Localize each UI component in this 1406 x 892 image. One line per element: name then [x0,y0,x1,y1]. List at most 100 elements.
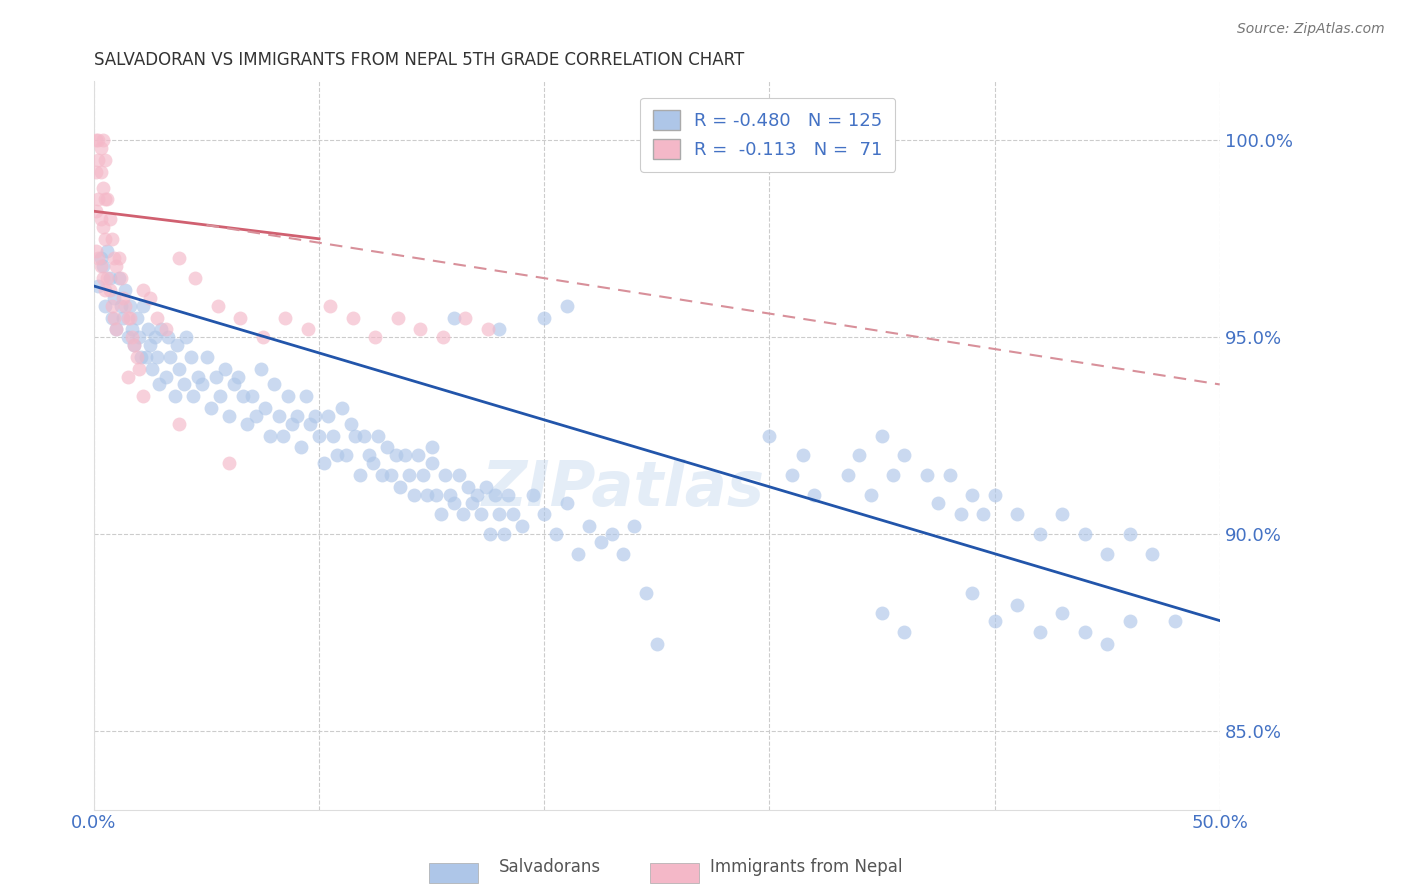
Point [544,527,567,541]
Point [1050,508,1073,522]
Point [229,310,252,325]
Point [218,409,240,423]
Point [110,271,132,285]
Point [91,133,114,147]
Point [488,322,510,336]
Point [294,389,316,403]
Point [91,271,114,285]
Point [406,448,429,462]
Point [226,369,249,384]
Point [330,401,353,415]
Point [132,389,155,403]
Point [394,448,416,462]
Point [357,448,380,462]
Point [425,488,447,502]
Point [457,480,479,494]
Point [409,322,432,336]
Point [589,534,612,549]
Point [101,299,124,313]
Text: SALVADORAN VS IMMIGRANTS FROM NEPAL 5TH GRADE CORRELATION CHART: SALVADORAN VS IMMIGRANTS FROM NEPAL 5TH … [94,51,744,69]
Point [181,389,204,403]
Point [1028,625,1050,640]
Point [322,428,344,442]
Point [312,456,335,470]
Point [938,467,960,482]
Point [155,369,177,384]
Point [983,614,1005,628]
Point [101,310,124,325]
Point [1028,527,1050,541]
Legend: R = -0.480   N = 125, R =  -0.113   N =  71: R = -0.480 N = 125, R = -0.113 N = 71 [640,97,896,172]
Point [470,508,492,522]
Point [222,377,245,392]
Point [87,279,110,293]
Point [245,409,267,423]
Point [121,322,143,336]
Point [101,232,124,246]
Point [1005,598,1028,612]
Point [103,291,125,305]
Point [96,193,118,207]
Point [281,417,304,431]
Point [522,488,544,502]
Point [118,310,141,325]
Text: Salvadorans: Salvadorans [499,858,602,876]
Point [208,389,231,403]
Point [432,330,454,344]
Point [94,283,117,297]
Point [105,260,128,274]
Point [90,260,112,274]
Point [166,338,188,352]
Point [84,244,107,258]
Point [342,310,364,325]
Point [335,448,357,462]
Point [299,417,322,431]
Point [837,467,859,482]
Point [848,448,870,462]
Point [461,495,484,509]
Point [249,361,271,376]
Point [87,133,110,147]
Point [105,322,128,336]
Point [135,350,157,364]
Point [87,153,110,167]
Point [96,244,118,258]
Point [173,377,195,392]
Point [451,508,474,522]
Point [612,547,634,561]
Point [274,310,297,325]
Point [240,389,263,403]
Point [1118,614,1140,628]
Point [488,508,510,522]
Point [94,232,117,246]
Point [533,310,555,325]
Point [326,448,349,462]
Point [91,180,114,194]
Point [180,350,202,364]
Point [492,527,515,541]
Point [128,330,150,344]
Point [1095,637,1118,651]
Point [195,350,218,364]
Point [87,252,110,266]
Point [218,456,240,470]
Point [254,401,277,415]
Point [186,369,208,384]
Point [308,428,330,442]
Point [364,330,387,344]
Point [90,165,112,179]
Point [132,283,155,297]
Point [124,338,146,352]
Point [94,299,117,313]
Point [387,310,409,325]
Point [443,310,465,325]
Point [139,291,162,305]
Point [496,488,519,502]
Point [398,467,420,482]
Point [960,586,983,600]
Point [105,322,128,336]
Point [803,488,825,502]
Point [207,299,229,313]
Point [443,495,465,509]
Point [1050,606,1073,620]
